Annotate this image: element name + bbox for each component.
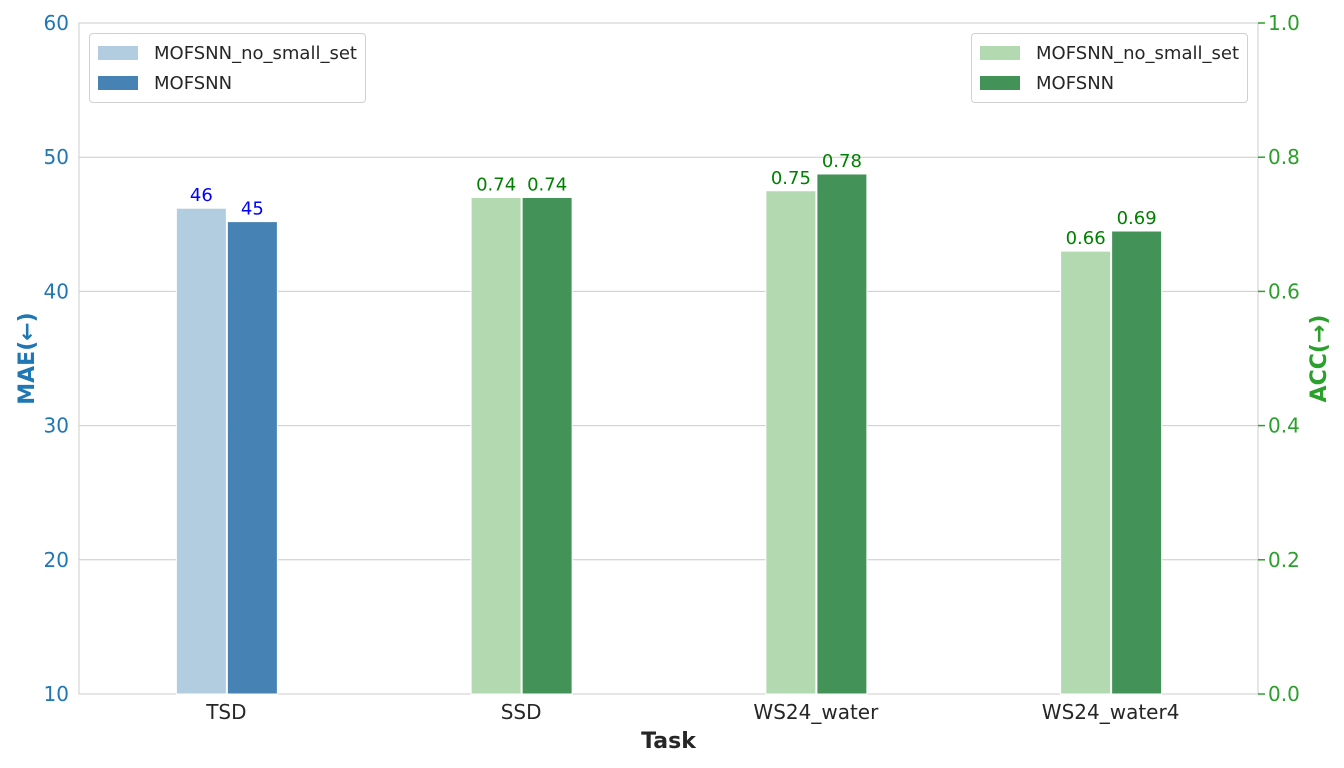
x-axis: TSD SSD WS24_water WS24_water4 [205, 700, 1179, 724]
right-axis-label: ACC(→) [1307, 315, 1332, 403]
data-label: 0.75 [771, 168, 811, 189]
bar-labels: 46 45 0.74 0.74 0.75 0.78 0.66 0.69 [190, 151, 1157, 249]
legend-swatch [98, 76, 138, 90]
legend-entry: MOFSNN [980, 68, 1239, 98]
right-tick-label: 0.6 [1268, 279, 1300, 303]
left-tick-label: 40 [44, 279, 69, 303]
x-tick-label: WS24_water [753, 700, 879, 724]
left-tick-label: 60 [44, 11, 69, 35]
data-label: 0.69 [1117, 208, 1157, 229]
legend-label: MOFSNN [1036, 72, 1115, 94]
bar [1060, 250, 1112, 695]
bar [521, 196, 573, 695]
bar [816, 173, 868, 695]
right-axis: 0.0 0.2 0.4 0.6 0.8 1.0 [1258, 11, 1300, 706]
legend-entry: MOFSNN_no_small_set [980, 38, 1239, 68]
bar [226, 221, 278, 695]
legend-entry: MOFSNN [98, 68, 357, 98]
left-axis-label: MAE(←) [15, 312, 40, 405]
data-label: 0.66 [1066, 228, 1106, 249]
legend-entry: MOFSNN_no_small_set [98, 38, 357, 68]
plot-area [78, 22, 1259, 695]
left-tick-label: 10 [44, 682, 69, 706]
x-tick-label: TSD [205, 700, 246, 724]
bar [765, 190, 817, 695]
legend-label: MOFSNN_no_small_set [154, 42, 357, 64]
bar [1111, 230, 1163, 695]
legend-swatch [980, 46, 1021, 60]
right-tick-label: 0.2 [1268, 548, 1300, 572]
data-label: 46 [190, 185, 213, 206]
legend-acc: MOFSNN_no_small_set MOFSNN [971, 33, 1248, 103]
left-axis: 10 20 30 40 50 60 [44, 11, 69, 706]
bar [470, 196, 522, 695]
data-label: 0.74 [476, 174, 516, 195]
left-tick-label: 30 [44, 414, 69, 438]
x-axis-label: Task [641, 729, 697, 754]
legend-swatch [98, 46, 138, 60]
left-tick-label: 20 [44, 548, 69, 572]
data-label: 45 [241, 199, 264, 220]
bar [175, 207, 227, 695]
right-tick-label: 1.0 [1268, 11, 1300, 35]
bars [175, 173, 1163, 695]
x-tick-label: SSD [501, 700, 542, 724]
data-label: 0.74 [527, 174, 567, 195]
right-tick-label: 0.4 [1268, 414, 1300, 438]
x-tick-label: WS24_water4 [1042, 700, 1180, 724]
left-tick-label: 50 [44, 145, 69, 169]
legend-swatch [980, 76, 1021, 90]
legend-label: MOFSNN [154, 72, 233, 94]
data-label: 0.78 [822, 151, 862, 172]
legend-label: MOFSNN_no_small_set [1036, 42, 1239, 64]
right-tick-label: 0.8 [1268, 145, 1300, 169]
legend-mae: MOFSNN_no_small_set MOFSNN [89, 33, 366, 103]
right-tick-label: 0.0 [1268, 682, 1300, 706]
